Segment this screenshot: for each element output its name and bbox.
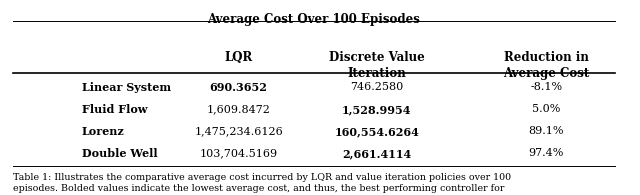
Text: 103,704.5169: 103,704.5169 xyxy=(200,148,278,158)
Text: Double Well: Double Well xyxy=(82,148,157,159)
Text: Fluid Flow: Fluid Flow xyxy=(82,104,147,115)
Text: Discrete Value
Iteration: Discrete Value Iteration xyxy=(329,51,425,81)
Text: 160,554.6264: 160,554.6264 xyxy=(334,126,419,137)
Text: Average Cost Over 100 Episodes: Average Cost Over 100 Episodes xyxy=(207,13,420,26)
Text: 746.2580: 746.2580 xyxy=(350,82,403,92)
Text: 1,475,234.6126: 1,475,234.6126 xyxy=(195,126,283,136)
Text: Reduction in
Average Cost: Reduction in Average Cost xyxy=(503,51,589,81)
Text: Linear System: Linear System xyxy=(82,82,171,93)
Text: 5.0%: 5.0% xyxy=(532,104,561,114)
Text: LQR: LQR xyxy=(225,51,253,65)
Text: Table 1: Illustrates the comparative average cost incurred by LQR and value iter: Table 1: Illustrates the comparative ave… xyxy=(13,173,511,193)
Text: 89.1%: 89.1% xyxy=(529,126,564,136)
Text: 1,528.9954: 1,528.9954 xyxy=(342,104,412,115)
Text: 1,609.8472: 1,609.8472 xyxy=(207,104,271,114)
Text: Lorenz: Lorenz xyxy=(82,126,124,137)
Text: 2,661.4114: 2,661.4114 xyxy=(342,148,412,159)
Text: 690.3652: 690.3652 xyxy=(210,82,268,93)
Text: 97.4%: 97.4% xyxy=(529,148,564,158)
Text: -8.1%: -8.1% xyxy=(531,82,563,92)
